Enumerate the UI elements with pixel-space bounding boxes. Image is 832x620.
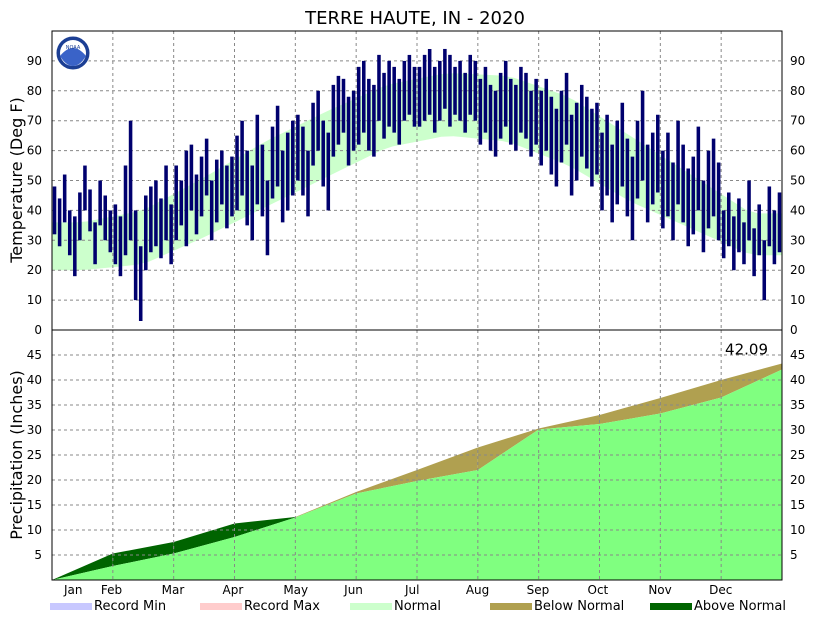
month-tick-label: May (283, 583, 308, 597)
temperature-y-tick-right: 50 (790, 174, 805, 188)
noaa-logo-bird (60, 48, 86, 66)
precipitation-y-tick-left: 15 (27, 498, 42, 512)
below-normal-precip-region (660, 380, 722, 414)
precipitation-y-tick-left: 35 (27, 398, 42, 412)
chart-title: TERRE HAUTE, IN - 2020 (304, 8, 525, 29)
precipitation-y-tick-left: 40 (27, 373, 42, 387)
temperature-y-tick-left: 0 (34, 323, 42, 337)
legend-item: Below Normal (490, 599, 624, 614)
temperature-y-axis-label: Temperature (Deg F) (7, 97, 26, 264)
month-tick-label: Mar (162, 583, 185, 597)
legend: Record Min Record Max Normal Below Normal Ab… (50, 599, 786, 614)
legend-label: Normal (394, 599, 441, 614)
precipitation-panel: 5 5 10 10 15 15 20 20 25 25 30 30 35 35 40 40 45 45 42.09 (27, 329, 805, 581)
precipitation-y-tick-right: 45 (790, 348, 805, 362)
legend-swatch (50, 603, 92, 610)
legend-swatch (200, 603, 242, 610)
temperature-y-tick-left: 90 (27, 54, 42, 68)
below-normal-precip-region (599, 398, 661, 424)
month-tick-label: Jan (63, 583, 83, 597)
temperature-y-tick-left: 20 (27, 263, 42, 277)
below-normal-precip-region (477, 428, 539, 470)
below-normal-precip-region (417, 447, 478, 481)
month-tick-label: Feb (101, 583, 122, 597)
above-normal-precip-region (112, 542, 174, 566)
precipitation-y-tick-right: 30 (790, 423, 805, 437)
legend-label: Record Min (94, 599, 166, 614)
temperature-y-tick-right: 90 (790, 54, 805, 68)
precipitation-y-tick-right: 20 (790, 473, 805, 487)
temperature-y-tick-left: 10 (27, 293, 42, 307)
below-normal-precip-region (295, 492, 357, 518)
temperature-y-tick-right: 10 (790, 293, 805, 307)
temperature-y-tick-left: 50 (27, 174, 42, 188)
precipitation-y-tick-right: 15 (790, 498, 805, 512)
precipitation-y-tick-left: 20 (27, 473, 42, 487)
noaa-logo: NOAA (55, 35, 91, 71)
month-tick-label: Sep (527, 583, 550, 597)
precipitation-plot-frame (51, 329, 783, 581)
temperature-panel: 0 0 10 10 20 20 30 30 40 40 50 50 60 60 70 70 80 80 90 90 (27, 30, 805, 337)
above-normal-precip-region (173, 523, 235, 554)
precipitation-y-tick-right: 5 (790, 548, 798, 562)
below-normal-precip-region (721, 363, 782, 398)
legend-item: Above Normal (650, 599, 786, 614)
temperature-y-tick-left: 40 (27, 203, 42, 217)
month-axis: Jan Feb Mar Apr May Jun Jul Aug Sep Oct Nov Dec (63, 583, 732, 597)
month-tick-label: Aug (466, 583, 489, 597)
legend-swatch (650, 603, 692, 610)
month-tick-label: Jun (343, 583, 363, 597)
observed-precip-area (52, 369, 782, 580)
precipitation-y-tick-left: 10 (27, 523, 42, 537)
precipitation-y-tick-left: 5 (34, 548, 42, 562)
above-normal-precip-region (234, 517, 296, 537)
month-tick-label: Dec (709, 583, 732, 597)
month-tick-label: Jul (404, 583, 419, 597)
legend-item: Record Min (50, 599, 166, 614)
temperature-y-tick-left: 60 (27, 144, 42, 158)
noaa-logo-text: NOAA (66, 45, 81, 51)
precipitation-y-tick-right: 35 (790, 398, 805, 412)
temperature-y-tick-right: 60 (790, 144, 805, 158)
legend-item: Record Max (200, 599, 320, 614)
temperature-y-tick-right: 70 (790, 114, 805, 128)
precipitation-y-tick-left: 45 (27, 348, 42, 362)
precipitation-y-tick-right: 10 (790, 523, 805, 537)
temperature-y-tick-right: 40 (790, 203, 805, 217)
precipitation-y-tick-left: 25 (27, 448, 42, 462)
temperature-y-tick-right: 30 (790, 233, 805, 247)
month-tick-label: Apr (223, 583, 244, 597)
temperature-y-tick-right: 0 (790, 323, 798, 337)
month-tick-label: Oct (588, 583, 609, 597)
precipitation-y-tick-right: 25 (790, 448, 805, 462)
month-tick-label: Nov (648, 583, 671, 597)
temperature-y-tick-right: 20 (790, 263, 805, 277)
total-precipitation-label: 42.09 (725, 341, 768, 359)
above-normal-precip-region (52, 553, 113, 580)
temperature-y-tick-right: 80 (790, 84, 805, 98)
legend-label: Record Max (244, 599, 320, 614)
legend-swatch (490, 603, 532, 610)
below-normal-precip-region (356, 470, 417, 494)
precipitation-y-tick-left: 30 (27, 423, 42, 437)
temperature-y-tick-left: 80 (27, 84, 42, 98)
legend-item: Normal (350, 599, 441, 614)
precipitation-y-tick-right: 40 (790, 373, 805, 387)
temperature-y-tick-left: 30 (27, 233, 42, 247)
precipitation-y-axis-label: Precipitation (Inches) (7, 370, 26, 540)
legend-label: Below Normal (534, 599, 624, 614)
legend-swatch (350, 603, 392, 610)
legend-label: Above Normal (694, 599, 786, 614)
temperature-y-tick-left: 70 (27, 114, 42, 128)
below-normal-precip-region (538, 415, 600, 430)
